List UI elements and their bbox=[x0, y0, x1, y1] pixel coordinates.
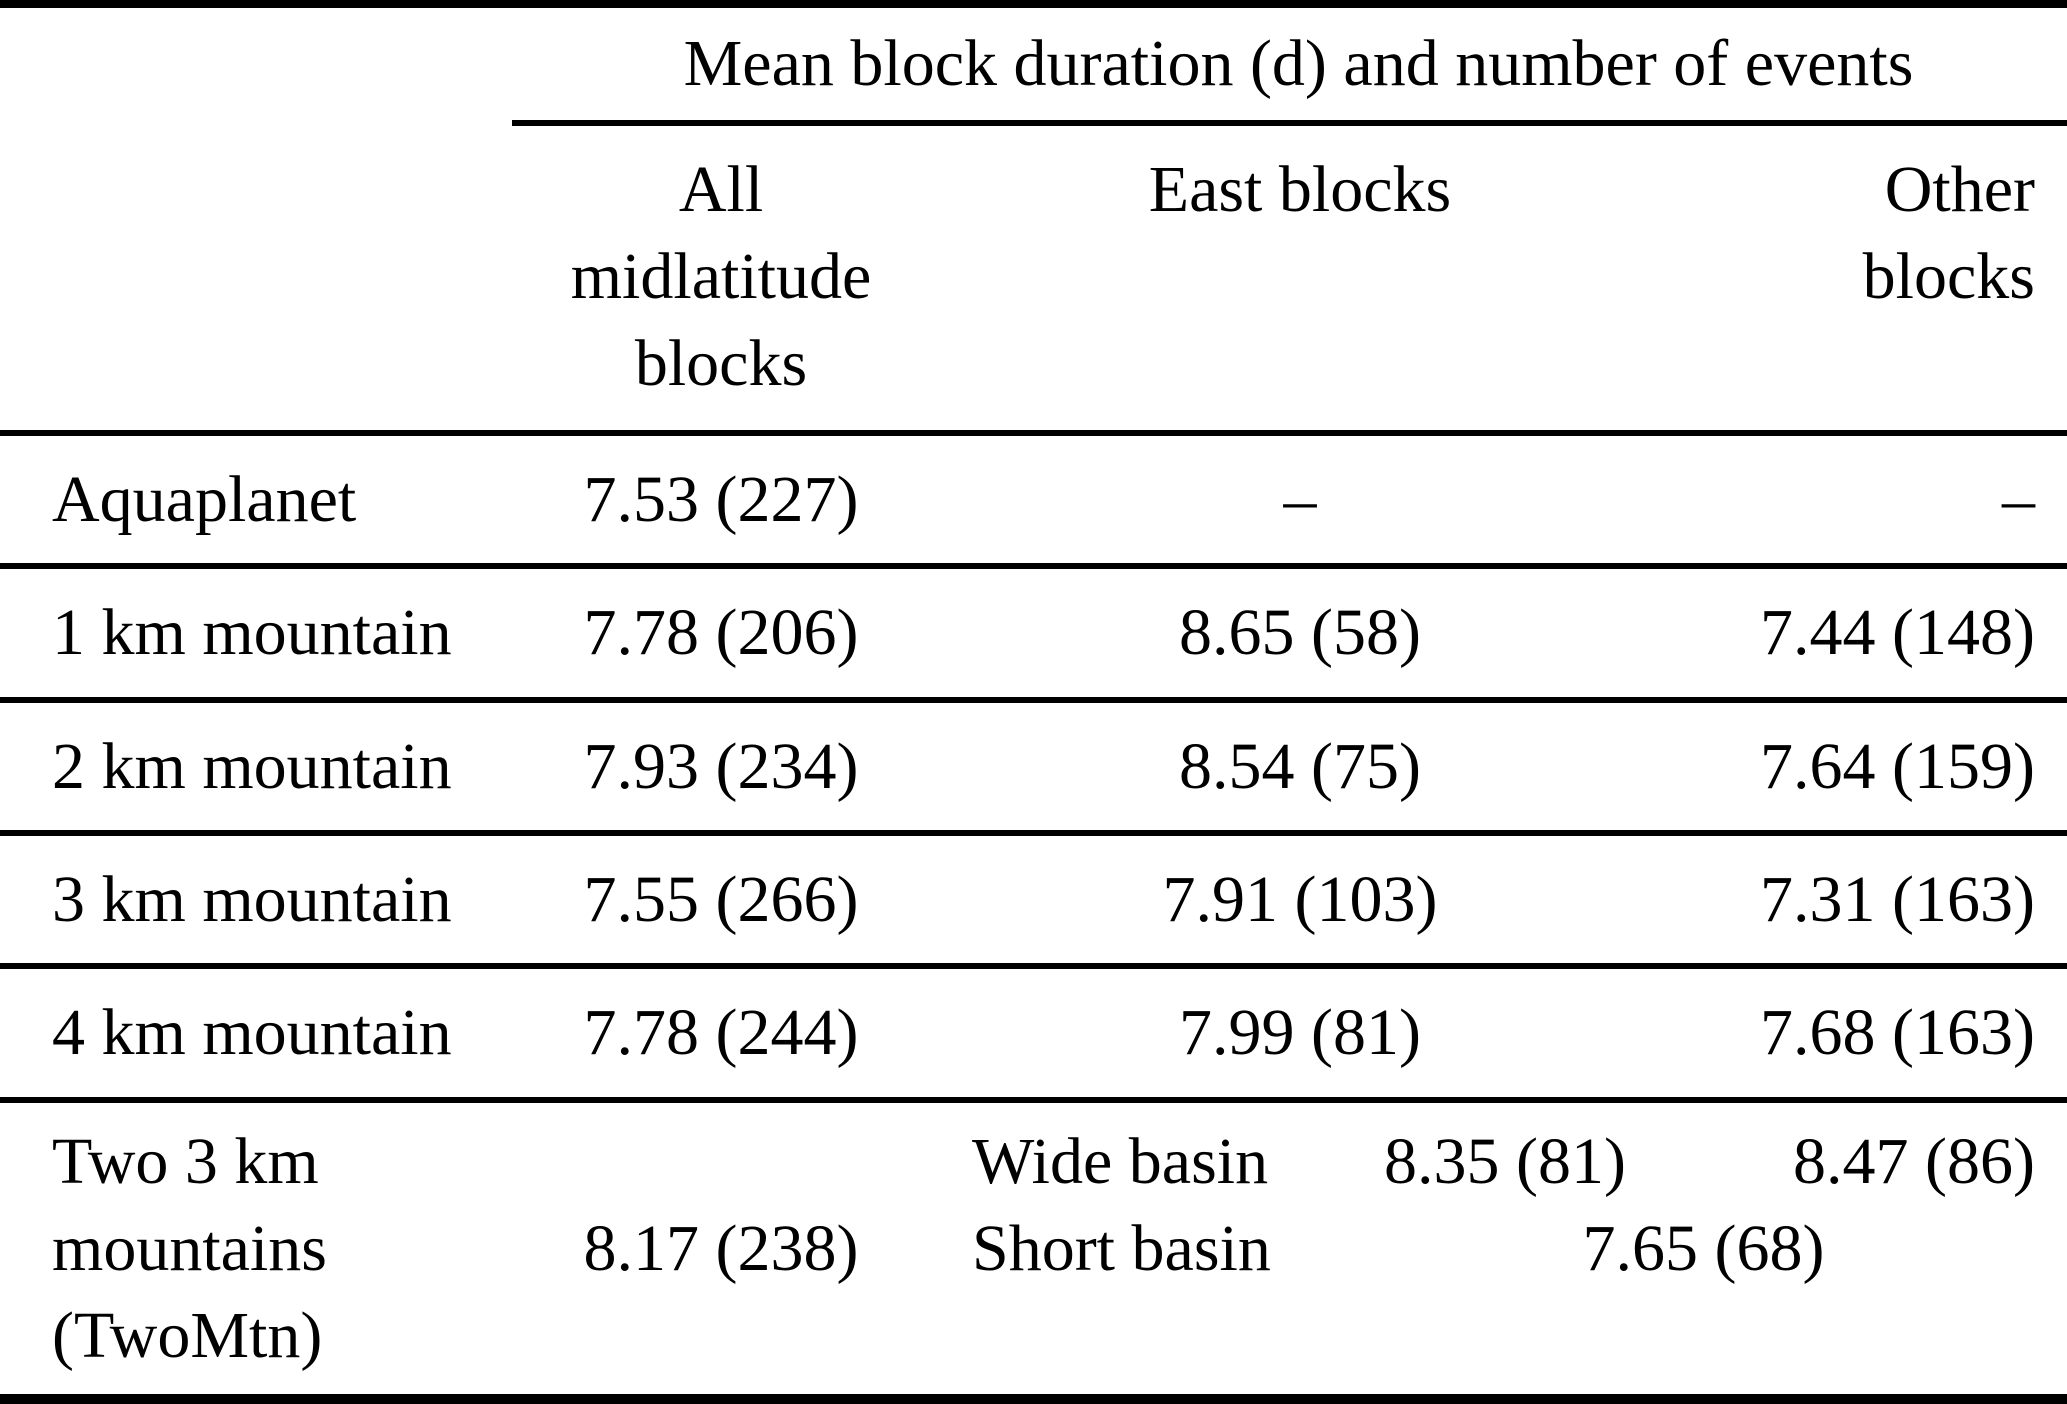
cell-all-midlatitude: 8.17 (238) bbox=[512, 1118, 930, 1394]
row-label-line: mountains bbox=[52, 1211, 327, 1285]
cell-all-midlatitude-value: 8.17 (238) bbox=[583, 1211, 859, 1285]
sub-row-label: Wide basin bbox=[972, 1124, 1269, 1198]
cell-all-midlatitude: 7.53 (227) bbox=[583, 462, 859, 536]
table-row-2km: 2 km mountain 7.93 (234) 8.54 (75) 7.64 … bbox=[0, 703, 2067, 830]
cell-other-blocks: 7.68 (163) bbox=[1760, 996, 2035, 1069]
row-divider bbox=[0, 430, 2067, 436]
col-header-all-midlatitude-blocks: All midlatitude blocks bbox=[512, 146, 930, 430]
row-label: 2 km mountain bbox=[52, 729, 452, 803]
table-row-4km: 4 km mountain 7.78 (244) 7.99 (81) 7.68 … bbox=[0, 969, 2067, 1097]
cell-other-blocks: 8.47 (86) bbox=[1793, 1124, 2035, 1198]
cell-east-blocks: 7.99 (81) bbox=[1179, 996, 1421, 1069]
cell-east-blocks: 8.65 (58) bbox=[1179, 596, 1421, 669]
subrow-wide-basin: Wide basin 8.35 (81) 8.47 (86) bbox=[930, 1118, 2067, 1205]
row-label-line: (TwoMtn) bbox=[52, 1298, 323, 1372]
cell-other-blocks: 7.64 (159) bbox=[1760, 729, 2035, 803]
top-rule bbox=[0, 0, 2067, 8]
col-header-line: All bbox=[678, 152, 764, 226]
cell-east-blocks: 7.91 (103) bbox=[1162, 862, 1438, 936]
row-label-line: Two 3 km bbox=[52, 1124, 319, 1198]
table-row-3km: 3 km mountain 7.55 (266) 7.91 (103) 7.31… bbox=[0, 836, 2067, 963]
cell-other-blocks: 7.31 (163) bbox=[1760, 862, 2035, 936]
col-header-line: blocks bbox=[634, 326, 808, 400]
cell-other-blocks: – bbox=[2002, 462, 2035, 536]
span-header-rule-row bbox=[0, 120, 2067, 126]
bottom-rule bbox=[0, 1394, 2067, 1404]
col-header-line: midlatitude bbox=[570, 239, 872, 313]
table-row-1km: 1 km mountain 7.78 (206) 8.65 (58) 7.44 … bbox=[0, 569, 2067, 697]
cell-east-blocks: – bbox=[1283, 462, 1317, 536]
spacer-line bbox=[930, 1292, 2067, 1379]
cell-east-blocks: 8.35 (81) bbox=[1384, 1124, 1626, 1198]
row-divider bbox=[0, 697, 2067, 703]
cell-all-midlatitude: 7.78 (206) bbox=[583, 596, 859, 669]
cell-all-midlatitude: 7.78 (244) bbox=[583, 996, 859, 1069]
cell-combined-value: 7.65 (68) bbox=[1582, 1211, 1825, 1285]
row-label: 4 km mountain bbox=[52, 996, 452, 1069]
cell-basins-group: Wide basin 8.35 (81) 8.47 (86) Short bas… bbox=[930, 1118, 2067, 1394]
table-row-twomtn: Two 3 km mountains (TwoMtn) 8.17 (238) W… bbox=[0, 1103, 2067, 1394]
span-header: Mean block duration (d) and number of ev… bbox=[683, 27, 1914, 100]
spacer-line bbox=[512, 1118, 930, 1205]
row-label: 1 km mountain bbox=[52, 596, 452, 669]
row-label-multiline: Two 3 km mountains (TwoMtn) bbox=[0, 1118, 512, 1394]
cell-east-blocks: 8.54 (75) bbox=[1179, 729, 1421, 803]
sub-row-label: Short basin bbox=[972, 1211, 1271, 1285]
span-header-row: Mean block duration (d) and number of ev… bbox=[0, 8, 2067, 120]
table-row-aquaplanet: Aquaplanet 7.53 (227) – – bbox=[0, 436, 2067, 563]
cell-other-blocks: 7.44 (148) bbox=[1760, 596, 2035, 669]
row-label: 3 km mountain bbox=[52, 862, 452, 936]
cell-all-midlatitude: 7.55 (266) bbox=[583, 862, 859, 936]
row-divider bbox=[0, 963, 2067, 969]
spacer-line bbox=[512, 1292, 930, 1379]
col-header-east-blocks: East blocks bbox=[930, 146, 1670, 430]
cell-all-midlatitude: 7.93 (234) bbox=[583, 729, 859, 803]
column-headers-row: All midlatitude blocks East blocks Other… bbox=[0, 126, 2067, 430]
col-header-line: blocks bbox=[1862, 239, 2035, 313]
span-header-rule bbox=[512, 120, 2067, 126]
row-label-header-empty bbox=[0, 146, 512, 430]
col-header-line: Other bbox=[1884, 152, 2035, 226]
col-header-line: East blocks bbox=[1148, 152, 1452, 226]
row-divider bbox=[0, 1097, 2067, 1103]
col-header-other-blocks: Other blocks bbox=[1670, 146, 2067, 430]
row-divider bbox=[0, 563, 2067, 569]
row-divider bbox=[0, 830, 2067, 836]
subrow-short-basin: Short basin 7.65 (68) bbox=[930, 1205, 2067, 1292]
row-label: Aquaplanet bbox=[52, 462, 357, 536]
